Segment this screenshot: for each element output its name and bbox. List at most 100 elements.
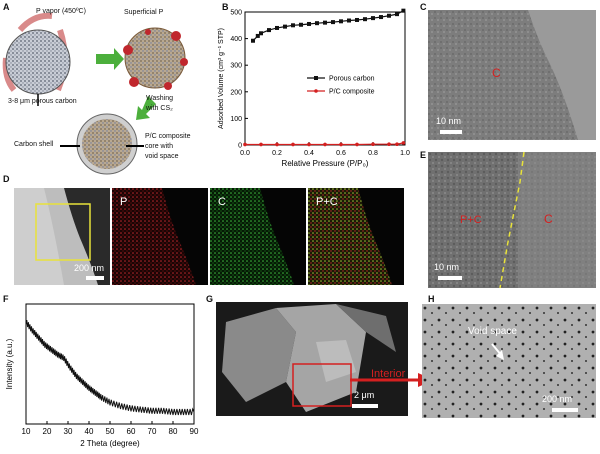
- x-tick-label: 70: [148, 427, 157, 436]
- data-point: [267, 28, 271, 33]
- data-point: [347, 18, 351, 23]
- legend-entry: Porous carbon: [329, 76, 375, 83]
- porous-carbon-label: 3-8 μm porous carbon: [8, 98, 77, 105]
- left-region-label-e: P+C: [460, 214, 482, 226]
- y-tick-label: 0: [238, 143, 242, 150]
- panel-label-f: F: [3, 294, 9, 304]
- panel-label-b: B: [222, 2, 229, 12]
- series-line: [25, 320, 195, 416]
- data-point: [259, 142, 263, 147]
- data-point: [251, 38, 255, 43]
- x-axis-label: 2 Theta (degree): [80, 439, 140, 448]
- process-arrow-icon: [96, 48, 124, 70]
- eds-map-p: P: [112, 188, 208, 285]
- x-tick-label: 0.2: [272, 150, 282, 157]
- right-region-label-e: C: [544, 212, 553, 226]
- data-point: [275, 25, 279, 30]
- panel-label-e: E: [420, 150, 427, 160]
- panel-label-h: H: [428, 294, 435, 304]
- tem-image-c: C 10 nm: [428, 10, 596, 140]
- legend-marker: [314, 89, 318, 93]
- y-tick-label: 500: [230, 10, 242, 17]
- scale-bar: [552, 408, 578, 412]
- process-arrow-icon: [136, 96, 156, 120]
- data-point: [275, 142, 279, 147]
- porous-carbon-sphere: [5, 29, 71, 95]
- map-label-pc: P+C: [316, 196, 338, 208]
- data-point: [371, 142, 375, 147]
- scale-text: 200 nm: [542, 394, 573, 404]
- data-point: [331, 20, 335, 25]
- data-point: [387, 13, 391, 18]
- selection-box: [35, 203, 91, 261]
- x-tick-label: 0.8: [368, 150, 378, 157]
- carbon-shell-label: Carbon shell: [14, 141, 54, 148]
- void-space-label: Void space: [468, 326, 517, 337]
- data-point: [291, 142, 295, 147]
- panel-label-d: D: [3, 174, 10, 184]
- data-point: [379, 15, 383, 20]
- chart-f: 10 20 30 40 50 60 70 80 90 2 Theta (degree) Intens…: [5, 303, 199, 448]
- y-tick-label: 400: [230, 36, 242, 43]
- data-point: [299, 22, 303, 27]
- data-point: [355, 17, 359, 22]
- void-arrow-icon: [496, 350, 504, 360]
- washing-label-2: with CS₂: [146, 105, 173, 112]
- data-point: [323, 20, 327, 25]
- data-point: [401, 141, 406, 145]
- tem-image-e: P+C C 10 nm: [428, 152, 596, 288]
- data-point: [371, 16, 375, 21]
- x-tick-label: 0.4: [304, 150, 314, 157]
- y-tick-label: 200: [230, 89, 242, 96]
- data-point: [339, 19, 343, 24]
- data-point: [255, 33, 260, 38]
- scale-bar: [86, 276, 104, 280]
- x-tick-label: 90: [190, 427, 199, 436]
- data-point: [395, 142, 399, 147]
- data-point: [363, 17, 367, 22]
- x-tick-label: 10: [22, 427, 31, 436]
- panel-label-c: C: [420, 2, 427, 12]
- p-vapor-label: P vapor (450ºC): [36, 8, 86, 15]
- composite-label-2: core with: [145, 143, 174, 150]
- y-tick-label: 300: [230, 63, 242, 70]
- interior-selection-box: [292, 363, 352, 407]
- washing-label-1: Washing: [146, 95, 173, 102]
- data-point: [395, 12, 399, 17]
- x-tick-label: 40: [85, 427, 94, 436]
- data-point: [355, 142, 359, 147]
- eds-map-c: C: [210, 188, 306, 285]
- data-point: [339, 142, 343, 147]
- data-point: [323, 142, 327, 147]
- y-tick-label: 100: [230, 116, 242, 123]
- y-axis-label: Intensity (a.u.): [5, 338, 14, 389]
- x-tick-label: 60: [127, 427, 136, 436]
- chart-b: 0.0 0.2 0.4 0.6 0.8 1.0 0 100 200 300 400 500 Relati…: [218, 8, 410, 168]
- data-point: [307, 21, 311, 26]
- tem-image-h: Void space 200 nm: [422, 304, 596, 418]
- panel-label-g: G: [206, 294, 214, 304]
- scale-text: 2 μm: [354, 390, 375, 400]
- data-point: [315, 21, 319, 26]
- sem-image-g: 2 μm: [216, 302, 408, 416]
- data-point: [307, 142, 311, 147]
- data-point: [283, 24, 287, 29]
- scale-text: 10 nm: [436, 116, 462, 126]
- scale-bar: [440, 130, 462, 134]
- superficial-p-label: Superficial P: [124, 9, 164, 16]
- x-tick-label: 80: [169, 427, 178, 436]
- stem-image: 200 nm: [14, 188, 110, 285]
- y-axis-label: Adsorbed Volume (cm³ g⁻¹ STP): [218, 28, 225, 129]
- composite-label-1: P/C composite: [145, 133, 191, 140]
- scale-bar: [438, 276, 462, 280]
- x-axis-label: Relative Pressure (P/P₀): [282, 159, 369, 168]
- element-label-c: C: [492, 66, 501, 80]
- interior-label: Interior: [371, 368, 406, 380]
- x-tick-label: 20: [43, 427, 52, 436]
- superficial-p-sphere: [124, 27, 186, 89]
- data-point: [387, 142, 391, 147]
- data-point: [291, 23, 295, 28]
- x-tick-label: 1.0: [400, 150, 410, 157]
- legend-entry: P/C composite: [329, 89, 375, 96]
- data-point: [401, 8, 406, 13]
